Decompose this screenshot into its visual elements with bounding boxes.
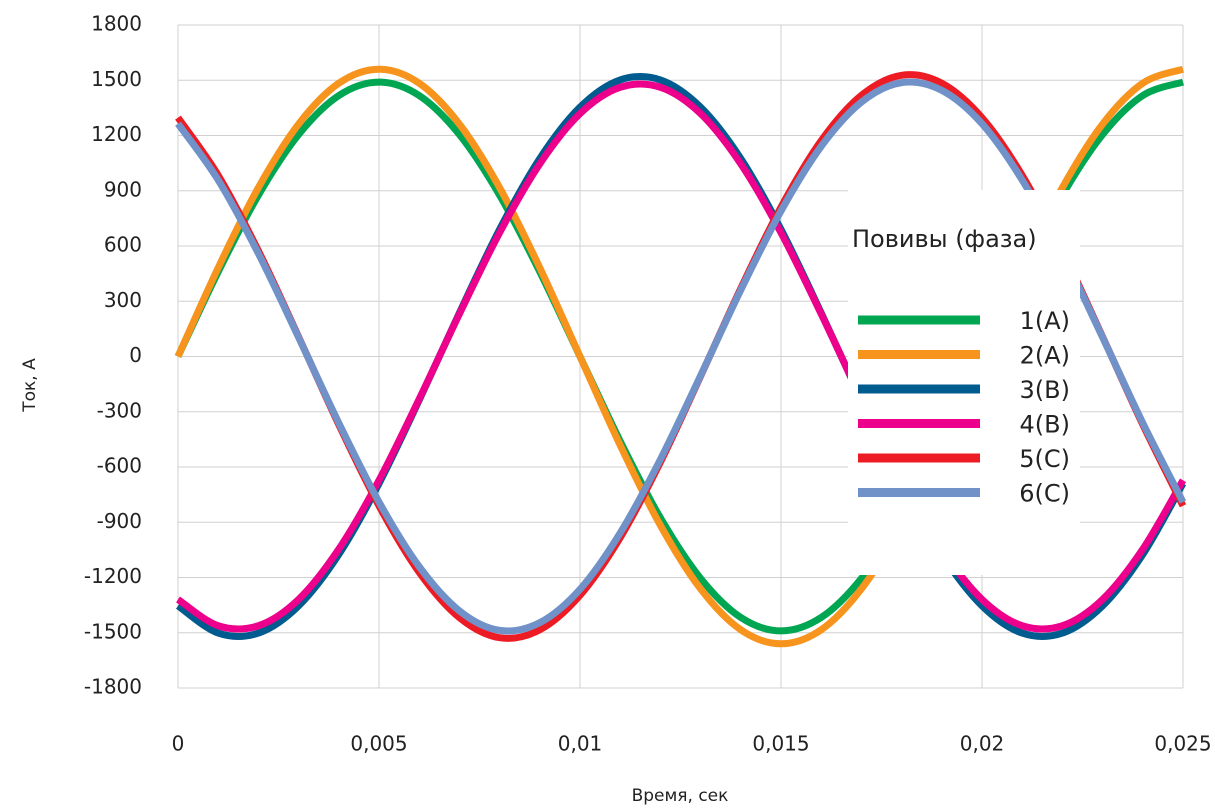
legend-label: 3(В) bbox=[1020, 376, 1070, 404]
y-axis-title: Ток, А bbox=[20, 358, 40, 413]
y-tick-label: 1500 bbox=[91, 67, 142, 91]
y-tick-label: -900 bbox=[97, 509, 142, 533]
legend-box bbox=[848, 190, 1080, 575]
legend-label: 5(С) bbox=[1019, 445, 1070, 473]
x-tick-label: 0,025 bbox=[1154, 732, 1211, 756]
x-tick-label: 0 bbox=[172, 732, 185, 756]
legend-label: 1(А) bbox=[1020, 307, 1070, 335]
x-tick-label: 0,015 bbox=[752, 732, 809, 756]
y-tick-label: -300 bbox=[97, 398, 142, 422]
x-tick-label: 0,01 bbox=[558, 732, 603, 756]
series-line bbox=[175, 78, 1187, 635]
y-tick-label: -600 bbox=[97, 454, 142, 478]
series-line bbox=[175, 80, 1187, 633]
x-axis-title: Время, сек bbox=[632, 786, 729, 806]
x-tick-label: 0,005 bbox=[350, 732, 407, 756]
y-tick-label: 1800 bbox=[91, 12, 142, 36]
y-tick-label: 1200 bbox=[91, 122, 142, 146]
y-tick-label: -1200 bbox=[84, 564, 142, 588]
y-tick-label: 300 bbox=[104, 288, 142, 312]
legend-label: 6(С) bbox=[1019, 480, 1070, 508]
legend-label: 4(В) bbox=[1020, 411, 1070, 439]
y-tick-label: 600 bbox=[104, 233, 142, 257]
y-tick-label: 900 bbox=[104, 177, 142, 201]
legend-label: 2(А) bbox=[1020, 342, 1070, 370]
x-tick-label: 0,02 bbox=[960, 732, 1005, 756]
y-tick-label: -1500 bbox=[84, 619, 142, 643]
y-tick-label: 0 bbox=[129, 343, 142, 367]
legend-title: Повивы (фаза) bbox=[852, 225, 1037, 253]
y-tick-label: -1800 bbox=[84, 675, 142, 699]
